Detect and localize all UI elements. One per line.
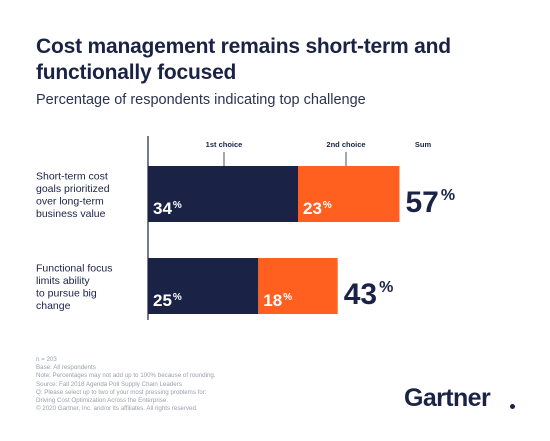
legend-label-2: 2nd choice bbox=[326, 140, 365, 149]
legend-label-sum: Sum bbox=[415, 140, 432, 149]
chart-title: Cost management remains short-term and f… bbox=[36, 35, 451, 84]
footnote-line: © 2020 Gartner, Inc. and/or its affiliat… bbox=[36, 405, 198, 413]
category-label-2: Functional focus bbox=[36, 262, 112, 274]
category-label-2: limits ability bbox=[36, 275, 90, 287]
category-label-1: over long-term bbox=[36, 195, 104, 207]
data-label-2-1: 23% bbox=[303, 199, 332, 218]
legend-label-1: 1st choice bbox=[206, 140, 243, 149]
footnote-line: Source: Fall 2018 Agenda Poll Supply Cha… bbox=[36, 380, 182, 388]
sum-label-2: 43% bbox=[344, 278, 394, 311]
logo-dot bbox=[510, 404, 515, 409]
bar-1-2 bbox=[148, 258, 259, 314]
data-label-1-2: 25% bbox=[153, 291, 182, 310]
bar-1-1 bbox=[148, 166, 298, 222]
data-label-2-2: 18% bbox=[263, 291, 292, 310]
bar-2-2 bbox=[258, 258, 338, 314]
footnote-line: Q: Please select up to two of your most … bbox=[36, 388, 207, 396]
sum-label-1: 57% bbox=[405, 186, 455, 219]
footnotes: n = 203 Base: All respondents Note: Perc… bbox=[36, 356, 366, 413]
footnote-line: Driving Cost Optimization Across the Ent… bbox=[36, 397, 169, 405]
chart-subtitle: Percentage of respondents indicating top… bbox=[36, 92, 366, 108]
footnote-line: Note: Percentages may not add up to 100%… bbox=[36, 372, 216, 380]
category-label-1: business value bbox=[36, 208, 106, 220]
category-label-2: change bbox=[36, 300, 71, 312]
footnote-line: n = 203 bbox=[36, 356, 57, 363]
bar-2-1 bbox=[298, 166, 400, 222]
category-label-2: to pursue big bbox=[36, 287, 97, 299]
category-label-1: goals prioritized bbox=[36, 183, 110, 195]
data-label-1-1: 34% bbox=[153, 199, 182, 218]
category-label-1: Short-term cost bbox=[36, 170, 108, 182]
footnote-line: Base: All respondents bbox=[36, 364, 96, 372]
gartner-logo: Gartner bbox=[404, 384, 491, 412]
